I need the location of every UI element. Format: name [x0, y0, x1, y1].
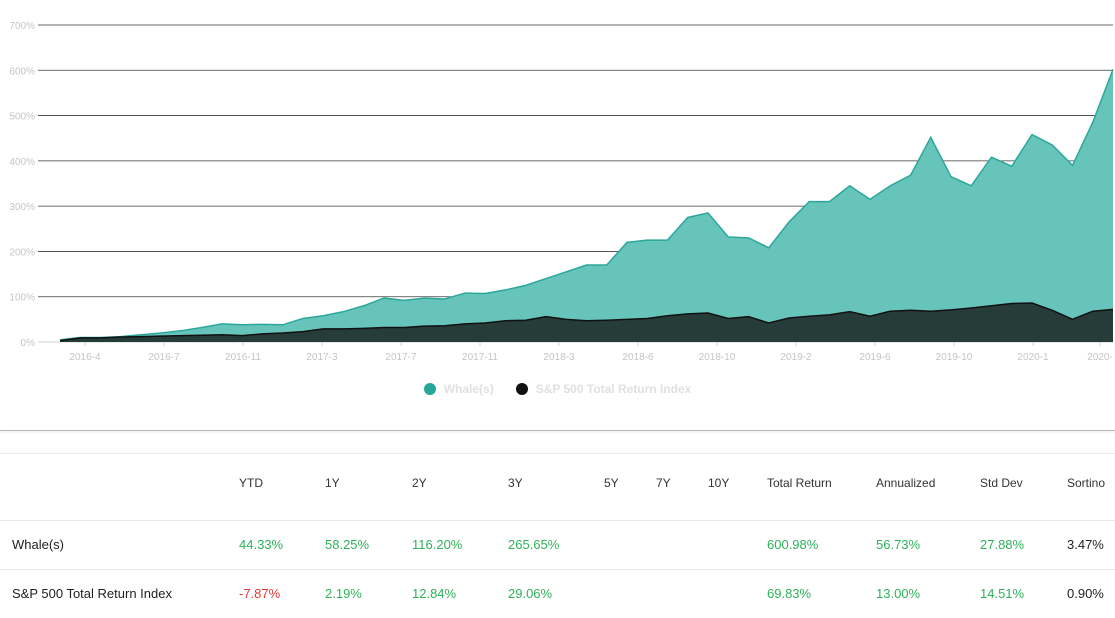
sp500-annualized: 13.00% [876, 586, 921, 601]
whale-annualized: 56.73% [876, 537, 921, 552]
whale-total-return: 600.98% [767, 537, 819, 552]
whale-3y: 265.65% [508, 537, 560, 552]
legend-label-whale: Whale(s) [443, 382, 494, 396]
sp500-std-dev: 14.51% [980, 586, 1025, 601]
legend-item-sp500[interactable]: S&P 500 Total Return Index [515, 380, 692, 398]
series-area-sp500 [60, 303, 1113, 342]
whale-sortino: 3.47% [1067, 537, 1104, 552]
table-row: Whale(s) 44.33% 58.25% 116.20% 265.65% 6… [0, 520, 1115, 569]
y-tick-label: 700% [9, 21, 35, 32]
x-tick-label: 2018-3 [543, 352, 575, 363]
series-area-whale [60, 69, 1113, 342]
header-7y: 7Y [656, 476, 671, 490]
chart-areas [59, 69, 1114, 342]
y-tick-label: 600% [9, 66, 35, 77]
performance-stats-table: YTD 1Y 2Y 3Y 5Y 7Y 10Y Total Return Annu… [0, 453, 1115, 618]
series-line-sp500 [59, 302, 1114, 342]
x-tick-label: 2016-11 [225, 352, 261, 363]
y-tick-label: 400% [9, 157, 35, 168]
section-divider [0, 430, 1115, 431]
header-1y: 1Y [325, 476, 340, 490]
x-tick-label: 2017-11 [462, 352, 498, 363]
whale-2y: 116.20% [412, 537, 463, 552]
x-tick-label: 2016-7 [148, 352, 180, 363]
x-axis-ticks: 2016-4 2016-7 2016-11 2017-3 2017-7 2017-11 20… [69, 342, 1113, 363]
sp500-total-return: 69.83% [767, 586, 812, 601]
stats-header-row: YTD 1Y 2Y 3Y 5Y 7Y 10Y Total Return Annu… [0, 453, 1115, 520]
y-tick-label: 500% [9, 112, 35, 123]
y-tick-label: 200% [9, 247, 35, 258]
y-tick-label: 300% [9, 202, 35, 213]
y-axis-ticks: 0% 100% 200% 300% 400% 500% 600% 700% [9, 21, 35, 349]
row-name-sp500: S&P 500 Total Return Index [12, 586, 172, 601]
whale-legend-dot-icon [423, 383, 436, 395]
whale-ytd: 44.33% [239, 537, 284, 552]
x-tick-label: 2016-4 [69, 352, 101, 363]
row-name-whale: Whale(s) [12, 537, 65, 552]
legend-item-whale[interactable]: Whale(s) [423, 380, 494, 398]
x-tick-label: 2017-3 [306, 352, 338, 363]
x-tick-label: 2020-1 [1017, 352, 1049, 363]
whale-1y: 58.25% [325, 537, 370, 552]
header-5y: 5Y [604, 476, 619, 490]
sp500-1y: 2.19% [325, 586, 362, 601]
sp500-3y: 29.06% [508, 586, 553, 601]
header-sortino: Sortino [1067, 476, 1106, 490]
y-tick-label: 0% [21, 338, 36, 349]
header-total-return: Total Return [767, 476, 832, 490]
legend-label-sp500: S&P 500 Total Return Index [535, 382, 692, 396]
whale-std-dev: 27.88% [980, 537, 1025, 552]
x-tick-label: 2019-6 [859, 352, 891, 363]
header-10y: 10Y [708, 476, 730, 490]
sp500-sortino: 0.90% [1067, 586, 1104, 601]
x-tick-label: 2017-7 [385, 352, 417, 363]
y-tick-label: 100% [9, 293, 35, 304]
header-std-dev: Std Dev [980, 476, 1023, 490]
x-tick-label: 2019-10 [936, 352, 973, 363]
header-3y: 3Y [508, 476, 523, 490]
x-tick-label: 2018-6 [622, 352, 654, 363]
table-row: S&P 500 Total Return Index -7.87% 2.19% … [0, 569, 1115, 618]
series-line-whale [59, 69, 1114, 341]
header-annualized: Annualized [876, 476, 936, 490]
header-2y: 2Y [412, 476, 427, 490]
x-tick-label: 2019-2 [780, 352, 812, 363]
sp500-ytd: -7.87% [239, 586, 281, 601]
x-tick-label: 2020- [1087, 352, 1113, 363]
header-ytd: YTD [239, 476, 263, 490]
x-tick-label: 2018-10 [699, 352, 736, 363]
performance-area-chart: 0%100%200%300%400%500%600%700% 2016-4 201… [9, 21, 1114, 363]
sp500-2y: 12.84% [412, 586, 457, 601]
chart-legend: Whale(s) S&P 500 Total Return Index [0, 380, 1115, 398]
sp500-legend-dot-icon [515, 383, 528, 395]
